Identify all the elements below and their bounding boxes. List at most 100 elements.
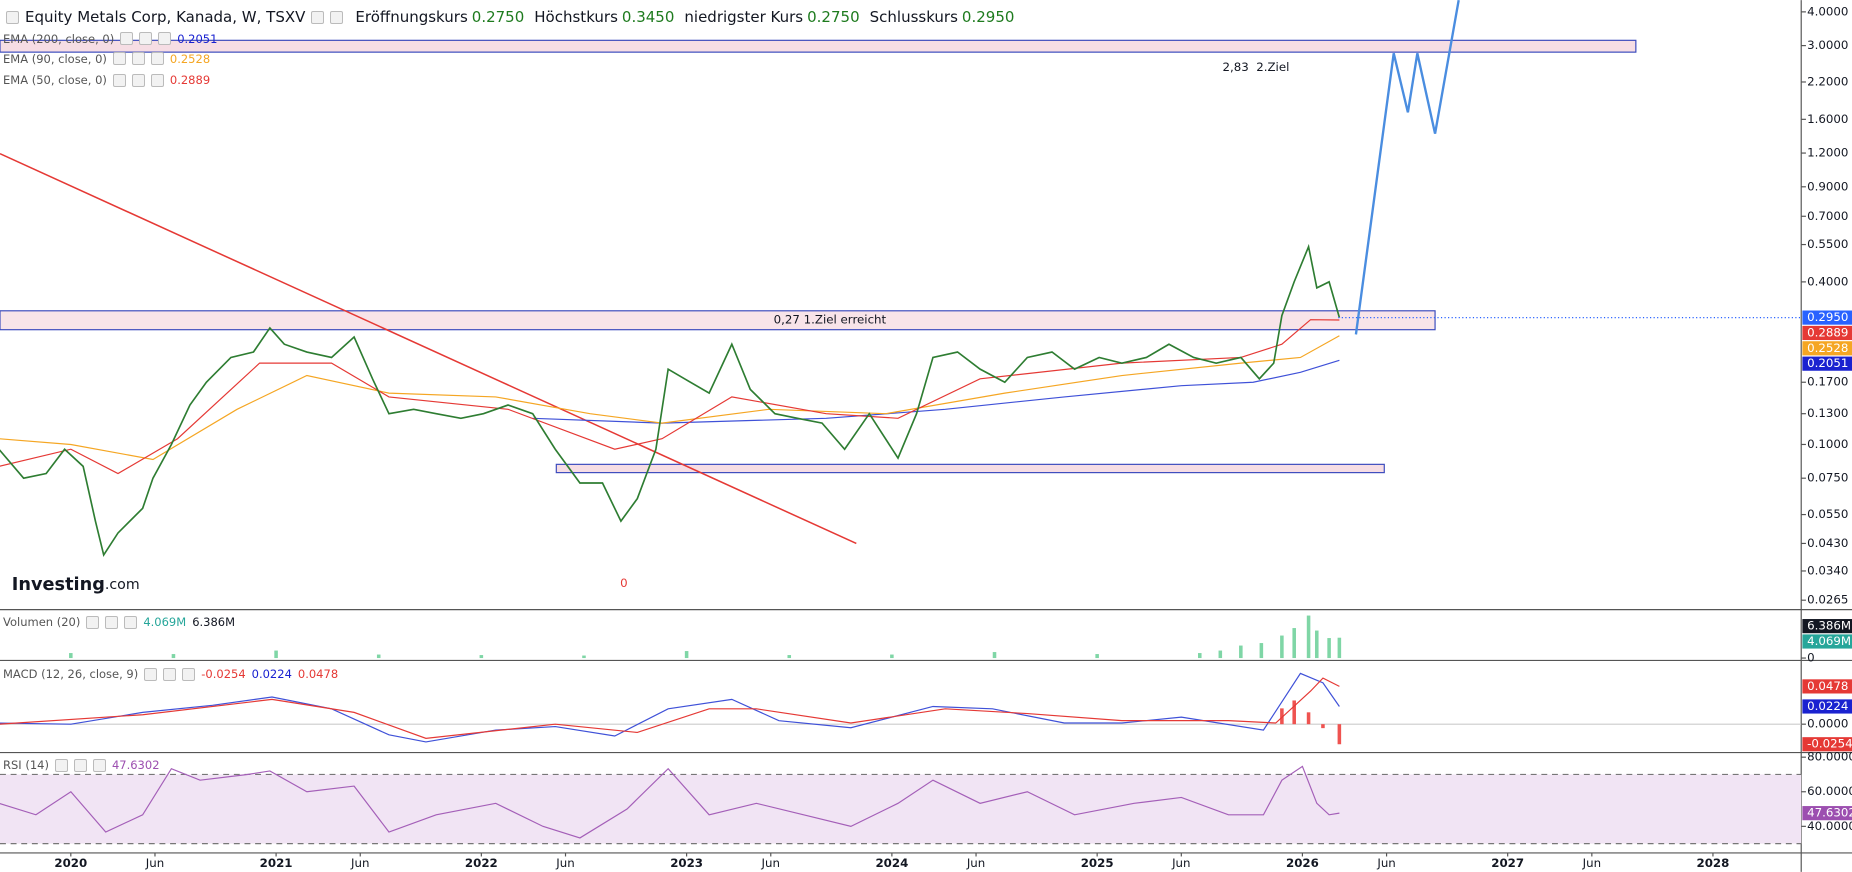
legend-title: EMA (200, close, 0) bbox=[3, 31, 115, 46]
legend-value: 6.386M bbox=[192, 615, 236, 630]
legend-icon[interactable] bbox=[182, 667, 196, 681]
y-tick-label: 0.9000 bbox=[1807, 179, 1848, 193]
x-tick-label: Jun bbox=[1376, 856, 1395, 870]
y-tick-label: 0.0550 bbox=[1807, 507, 1848, 521]
bar bbox=[1095, 654, 1099, 659]
price-badge bbox=[1802, 310, 1852, 325]
bar bbox=[582, 655, 586, 659]
price-badge-label: 0.0224 bbox=[1807, 699, 1848, 713]
bar bbox=[1280, 635, 1284, 659]
price-badge bbox=[1802, 341, 1852, 356]
legend-icon[interactable] bbox=[131, 73, 145, 87]
legend-icon[interactable] bbox=[150, 73, 164, 87]
price-badge bbox=[1802, 634, 1852, 649]
support-zone bbox=[555, 463, 1385, 474]
price-badge-label: 0.2051 bbox=[1807, 356, 1848, 370]
price-badge bbox=[1802, 619, 1852, 634]
legend-icon[interactable] bbox=[73, 758, 87, 772]
series-line bbox=[0, 672, 1340, 743]
legend-icon[interactable] bbox=[54, 758, 68, 772]
legend-icon[interactable] bbox=[86, 615, 100, 629]
bar bbox=[1239, 645, 1243, 659]
x-tick-label: Jun bbox=[350, 856, 369, 870]
target-zone bbox=[0, 310, 1436, 331]
legend-row: Volumen (20) 4.069M 6.386M bbox=[3, 615, 235, 629]
legend-icon[interactable] bbox=[144, 667, 158, 681]
legend-value: 4.069M bbox=[143, 615, 187, 630]
y-tick-label: 2.2000 bbox=[1807, 74, 1848, 88]
bar bbox=[1198, 653, 1202, 659]
y-tick-label: 0.7000 bbox=[1807, 209, 1848, 223]
series-line bbox=[0, 335, 1340, 461]
projection bbox=[1354, 0, 1460, 335]
legend-icon[interactable] bbox=[112, 73, 126, 87]
annotation: 2,83 2.Ziel bbox=[1222, 60, 1289, 74]
target-zone bbox=[0, 39, 1637, 53]
legend-icon[interactable] bbox=[131, 52, 145, 66]
bar bbox=[1337, 637, 1342, 659]
x-tick-label: 2022 bbox=[465, 856, 498, 870]
legend-icon[interactable] bbox=[120, 32, 134, 46]
legend-title: EMA (50, close, 0) bbox=[3, 73, 107, 88]
legend-row: RSI (14) 47.6302 bbox=[3, 758, 160, 772]
logo: Investing.com bbox=[12, 575, 140, 595]
y-tick-label: 0.0000 bbox=[1807, 717, 1848, 731]
y-tick-label: 0.1300 bbox=[1807, 406, 1848, 420]
bar bbox=[1327, 638, 1331, 659]
legend-icon[interactable] bbox=[150, 52, 164, 66]
x-tick-label: 2023 bbox=[670, 856, 703, 870]
ohlc-label: Höchstkurs bbox=[534, 8, 618, 26]
bar bbox=[1292, 628, 1296, 659]
legend-icon[interactable] bbox=[92, 758, 106, 772]
bar bbox=[1306, 615, 1311, 659]
bar bbox=[787, 655, 792, 659]
legend-title: MACD (12, 26, close, 9) bbox=[3, 667, 139, 682]
bar bbox=[1218, 650, 1223, 659]
price-badge bbox=[1802, 806, 1852, 821]
bar bbox=[376, 654, 381, 659]
legend-icon[interactable] bbox=[105, 615, 119, 629]
x-tick-label: 2024 bbox=[875, 856, 908, 870]
price-badge bbox=[1802, 679, 1852, 694]
bar bbox=[69, 653, 73, 659]
legend-icon[interactable] bbox=[124, 615, 138, 629]
price-badge bbox=[1802, 737, 1852, 752]
legend-row: EMA (200, close, 0) 0.2051 bbox=[3, 32, 217, 46]
ohlc-label: Eröffnungskurs bbox=[355, 8, 468, 26]
x-tick-label: Jun bbox=[145, 856, 164, 870]
icon[interactable] bbox=[330, 10, 344, 24]
legend-icon[interactable] bbox=[163, 667, 177, 681]
y-tick-label: 4.0000 bbox=[1807, 4, 1848, 18]
bar bbox=[992, 652, 997, 659]
price-badge bbox=[1802, 325, 1852, 341]
drawings bbox=[0, 0, 1637, 545]
title: Equity Metals Corp, Kanada, W, TSXV bbox=[25, 8, 306, 26]
legend-icon[interactable] bbox=[158, 32, 172, 46]
x-tick-label: Jun bbox=[1171, 856, 1190, 870]
ohlc-value: 0.2750 bbox=[807, 8, 860, 26]
x-tick-label: 2020 bbox=[54, 856, 87, 870]
price-badge bbox=[1802, 699, 1852, 714]
price-badge-label: 4.069M bbox=[1807, 634, 1851, 648]
y-tick-label: 60.0000 bbox=[1807, 784, 1852, 798]
legend-title: RSI (14) bbox=[3, 758, 49, 773]
x-tick-label: Jun bbox=[761, 856, 780, 870]
bar bbox=[1259, 643, 1264, 659]
legend-title: EMA (90, close, 0) bbox=[3, 51, 107, 66]
y-tick-label: 1.6000 bbox=[1807, 112, 1848, 126]
legend-icon[interactable] bbox=[139, 32, 153, 46]
icon[interactable] bbox=[311, 10, 325, 24]
collapse-icon[interactable] bbox=[6, 10, 19, 24]
legend-row: EMA (90, close, 0) 0.2528 bbox=[3, 52, 210, 66]
legend-icon[interactable] bbox=[112, 52, 126, 66]
y-tick-label: 0.0430 bbox=[1807, 536, 1848, 550]
price-badge-label: 0.0478 bbox=[1807, 679, 1848, 693]
annotation: 0,27 1.Ziel erreicht bbox=[774, 313, 887, 327]
series-line bbox=[0, 243, 1341, 557]
trendline bbox=[0, 153, 857, 545]
legend-value: 0.2528 bbox=[169, 51, 211, 66]
legend-value: 0.2051 bbox=[177, 31, 218, 46]
